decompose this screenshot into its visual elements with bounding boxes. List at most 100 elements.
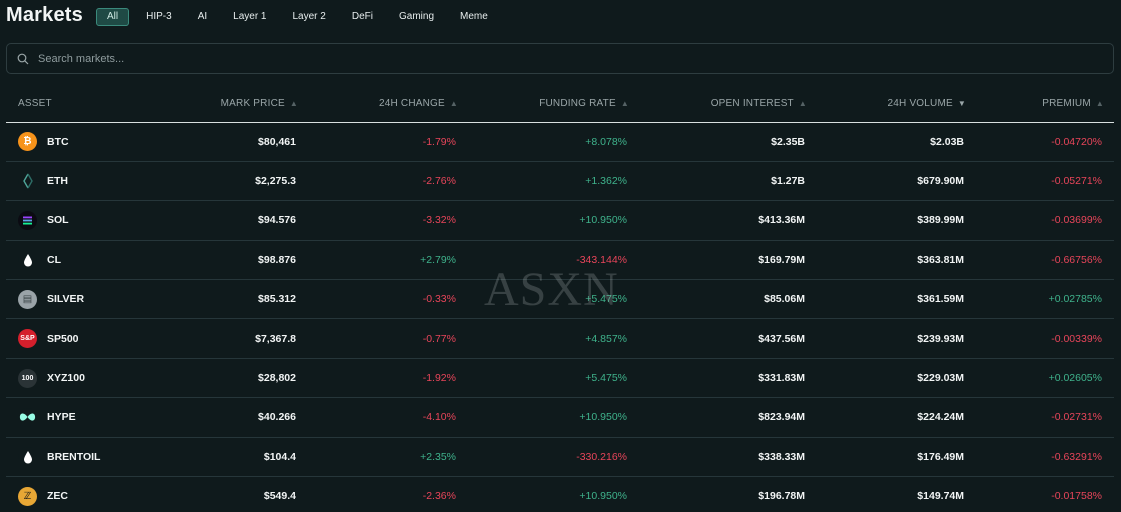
column-header-open-interest[interactable]: OPEN INTEREST ▲	[639, 85, 817, 123]
premium-cell: -0.00339%	[976, 318, 1114, 359]
zcash-icon: ℤ	[18, 486, 37, 506]
bitcoin-icon: ₿	[18, 132, 37, 152]
table-row[interactable]: HYPE $40.266 -4.10% +10.950% $823.94M $224.24…	[6, 397, 1114, 438]
table-row[interactable]: 100 XYZ100 $28,802 -1.92% +5.475% $331.83M $22…	[6, 358, 1114, 399]
table-row[interactable]: ₿ BTC $80,461 -1.79% +8.078% $2.35B $2.03B -0.0…	[6, 122, 1114, 162]
column-header-24h-change[interactable]: 24H CHANGE ▲	[308, 85, 468, 123]
table-header-row: ASSET MARK PRICE ▲ 24H CHANGE ▲ FUNDING RA…	[6, 85, 1114, 123]
xyz100-icon: 100	[18, 368, 37, 388]
filter-chip-all[interactable]: All	[96, 8, 130, 26]
search-input[interactable]	[38, 49, 1098, 69]
volume-cell: $679.90M	[817, 161, 976, 202]
asset-cell: ℤ ZEC	[6, 476, 156, 512]
change-cell: +2.35%	[308, 437, 468, 478]
premium-cell: -0.04720%	[976, 122, 1114, 162]
premium-cell: -0.01758%	[976, 476, 1114, 512]
volume-cell: $149.74M	[817, 476, 976, 512]
column-header-mark-price[interactable]: MARK PRICE ▲	[156, 85, 308, 123]
filter-chip-ai[interactable]: AI	[197, 11, 208, 22]
funding-rate-cell: +5.475%	[468, 358, 639, 399]
asset-cell: ₿ BTC	[6, 122, 156, 162]
sort-up-icon: ▲	[449, 98, 458, 108]
asset-cell: ▤ SILVER	[6, 279, 156, 320]
volume-cell: $389.99M	[817, 200, 976, 241]
search-bar	[6, 43, 1114, 74]
volume-cell: $239.93M	[817, 318, 976, 359]
volume-cell: $229.03M	[817, 358, 976, 399]
asset-name: BRENTOIL	[47, 450, 101, 463]
asset-cell: BRENTOIL	[6, 437, 156, 478]
change-cell: -4.10%	[308, 397, 468, 438]
funding-rate-cell: +10.950%	[468, 476, 639, 512]
column-header-asset[interactable]: ASSET	[6, 85, 156, 123]
icon-glyph: S&P	[20, 335, 35, 343]
column-header-24h-volume[interactable]: 24H VOLUME ▼	[817, 85, 976, 123]
change-cell: -0.33%	[308, 279, 468, 320]
filter-chip-meme[interactable]: Meme	[460, 11, 488, 22]
column-header-premium[interactable]: PREMIUM ▲	[976, 85, 1114, 123]
table-row[interactable]: CL $98.876 +2.79% -343.144% $169.79M $363.81M…	[6, 240, 1114, 281]
funding-rate-cell: +10.950%	[468, 200, 639, 241]
premium-cell: -0.02731%	[976, 397, 1114, 438]
sort-up-icon: ▲	[620, 98, 629, 108]
open-interest-cell: $823.94M	[639, 397, 817, 438]
mark-price-cell: $94.576	[156, 200, 308, 241]
asset-cell: S&P SP500	[6, 318, 156, 359]
filter-chip-layer1[interactable]: Layer 1	[233, 11, 267, 22]
premium-cell: -0.03699%	[976, 200, 1114, 241]
asset-name: XYZ100	[47, 372, 85, 385]
premium-cell: -0.63291%	[976, 437, 1114, 478]
change-cell: -0.77%	[308, 318, 468, 359]
page-title: Markets	[6, 4, 83, 26]
asset-name: CL	[47, 253, 61, 266]
solana-icon	[18, 210, 37, 230]
filter-chip-layer2[interactable]: Layer 2	[292, 11, 326, 22]
change-cell: -2.76%	[308, 161, 468, 202]
table-row[interactable]: S&P SP500 $7,367.8 -0.77% +4.857% $437.56M $23…	[6, 318, 1114, 359]
asset-name: SOL	[47, 214, 69, 227]
column-header-funding-rate[interactable]: FUNDING RATE ▲	[468, 85, 639, 123]
asset-name: ETH	[47, 175, 68, 188]
premium-cell: -0.66756%	[976, 240, 1114, 281]
asset-name: SP500	[47, 332, 79, 345]
funding-rate-cell: +4.857%	[468, 318, 639, 359]
open-interest-cell: $1.27B	[639, 161, 817, 202]
volume-cell: $363.81M	[817, 240, 976, 281]
mark-price-cell: $40.266	[156, 397, 308, 438]
asset-name: HYPE	[47, 411, 76, 424]
table-row[interactable]: ETH $2,275.3 -2.76% +1.362% $1.27B $679.90M -0…	[6, 161, 1114, 202]
funding-rate-cell: -343.144%	[468, 240, 639, 281]
change-cell: -2.36%	[308, 476, 468, 512]
filter-chip-hip3[interactable]: HIP-3	[146, 11, 172, 22]
hyperliquid-icon	[18, 407, 37, 427]
ethereum-icon	[18, 171, 37, 191]
oil-drop-icon	[18, 447, 37, 467]
icon-glyph: ₿	[23, 136, 32, 148]
oil-drop-icon	[18, 250, 37, 270]
table-row[interactable]: SOL $94.576 -3.32% +10.950% $413.36M $389.99M…	[6, 200, 1114, 241]
mark-price-cell: $7,367.8	[156, 318, 308, 359]
open-interest-cell: $169.79M	[639, 240, 817, 281]
mark-price-cell: $104.4	[156, 437, 308, 478]
premium-cell: +0.02605%	[976, 358, 1114, 399]
icon-glyph: ℤ	[23, 490, 32, 502]
silver-bars-icon: ▤	[18, 289, 37, 309]
open-interest-cell: $338.33M	[639, 437, 817, 478]
filter-chip-gaming[interactable]: Gaming	[398, 11, 434, 22]
funding-rate-cell: +1.362%	[468, 161, 639, 202]
asset-name: SILVER	[47, 293, 85, 306]
asset-cell: 100 XYZ100	[6, 358, 156, 399]
mark-price-cell: $85.312	[156, 279, 308, 320]
filter-chip-defi[interactable]: DeFi	[351, 11, 373, 22]
table-row[interactable]: ▤ SILVER $85.312 -0.33% +5.475% $85.06M $361.5…	[6, 279, 1114, 320]
sp500-icon: S&P	[18, 329, 37, 349]
table-row[interactable]: BRENTOIL $104.4 +2.35% -330.216% $338.33M $17…	[6, 437, 1114, 478]
change-cell: +2.79%	[308, 240, 468, 281]
funding-rate-cell: -330.216%	[468, 437, 639, 478]
open-interest-cell: $331.83M	[639, 358, 817, 399]
table-row[interactable]: ℤ ZEC $549.4 -2.36% +10.950% $196.78M $149.74M…	[6, 476, 1114, 512]
open-interest-cell: $85.06M	[639, 279, 817, 320]
asset-cell: SOL	[6, 200, 156, 241]
asset-name: ZEC	[47, 490, 68, 503]
volume-cell: $361.59M	[817, 279, 976, 320]
